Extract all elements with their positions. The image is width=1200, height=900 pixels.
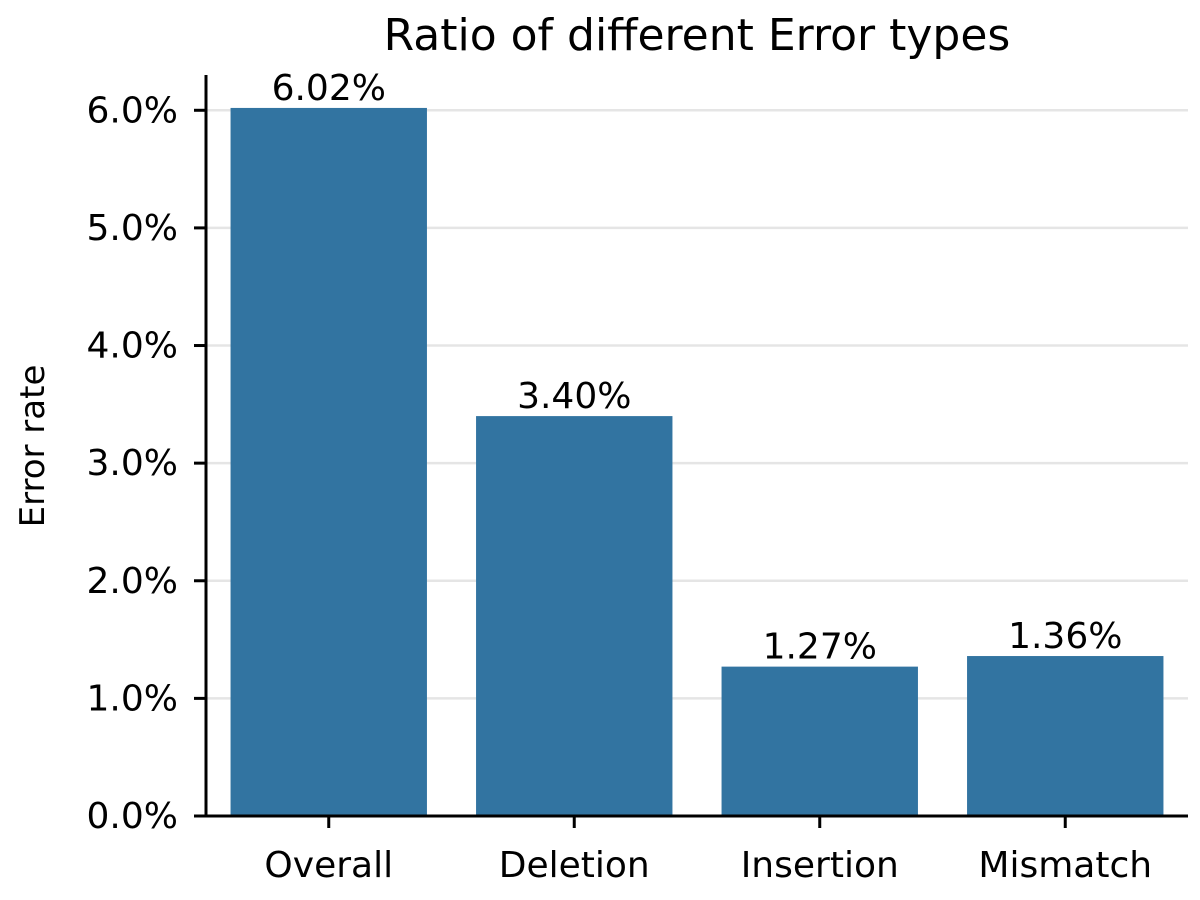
y-ticks: 0.0% 1.0% 2.0% 3.0% 4.0% 5.0% 6.0% — [87, 90, 206, 837]
x-tick-label: Deletion — [499, 845, 650, 886]
y-tick-label: 0.0% — [87, 796, 178, 837]
y-tick-label: 1.0% — [87, 678, 178, 719]
data-label: 3.40% — [517, 376, 631, 417]
x-tick-label: Overall — [264, 845, 393, 886]
bar-mismatch — [967, 656, 1164, 816]
bars — [230, 107, 1164, 816]
y-axis-label: Error rate — [13, 365, 53, 528]
x-ticks: Overall Deletion Insertion Mismatch — [264, 816, 1152, 886]
data-label: 1.36% — [1008, 616, 1122, 657]
x-tick-label: Mismatch — [978, 845, 1152, 886]
bar-deletion — [476, 416, 673, 816]
y-tick-label: 4.0% — [87, 326, 178, 367]
y-tick-label: 3.0% — [87, 443, 178, 484]
data-label: 6.02% — [272, 68, 386, 109]
chart-title: Ratio of different Error types — [384, 10, 1011, 61]
bar-insertion — [721, 666, 918, 816]
data-labels: 6.02% 3.40% 1.27% 1.36% — [272, 68, 1123, 668]
y-tick-label: 5.0% — [87, 208, 178, 249]
data-label: 1.27% — [763, 627, 877, 668]
axes — [204, 75, 1188, 818]
y-tick-label: 2.0% — [87, 561, 178, 602]
bar-overall — [230, 107, 427, 816]
y-tick-label: 6.0% — [87, 90, 178, 131]
x-tick-label: Insertion — [741, 845, 899, 886]
